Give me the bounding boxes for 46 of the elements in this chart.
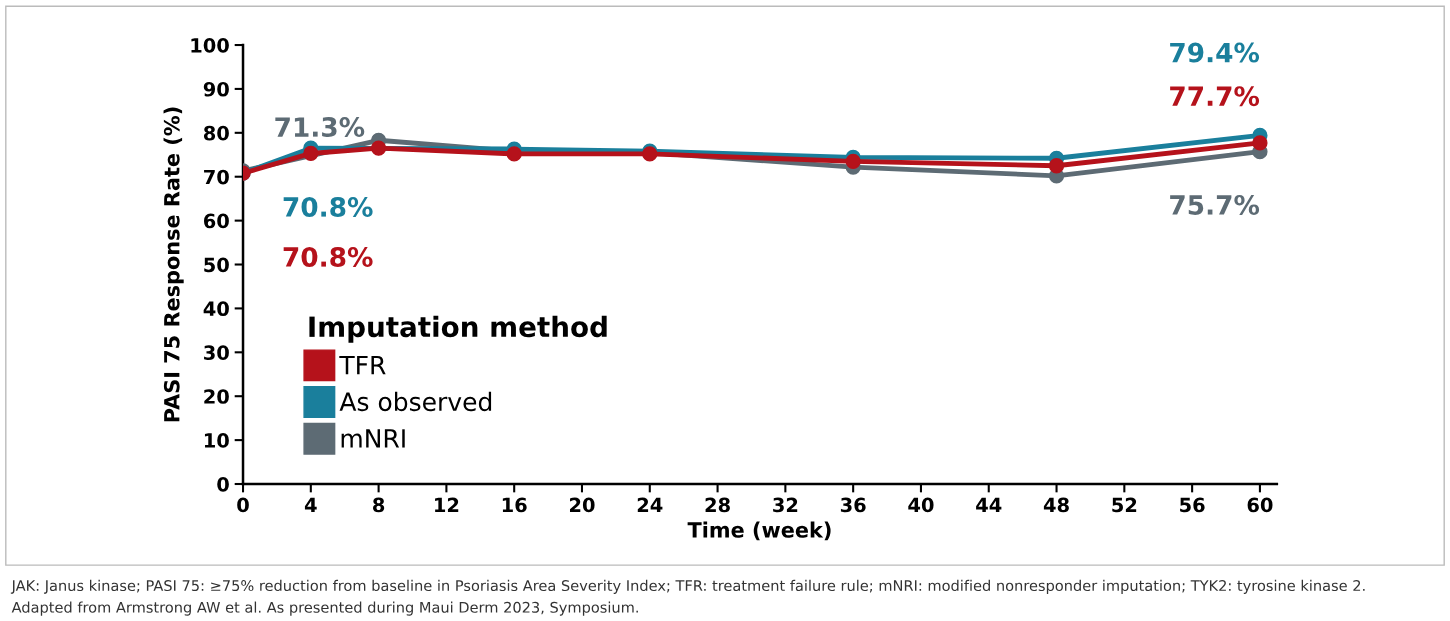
y-tick-label: 70	[204, 169, 229, 185]
x-tick-label: 60	[1247, 497, 1273, 513]
x-tick-label: 28	[705, 497, 730, 513]
y-tick-label: 60	[203, 213, 229, 229]
y-tick-label: 50	[204, 257, 229, 273]
legend-label: As observed	[339, 391, 492, 412]
x-tick-label: 16	[502, 497, 527, 513]
y-tick-label: 0	[217, 476, 229, 492]
data-label: 71.3%	[275, 117, 365, 137]
x-tick-label: 32	[773, 497, 798, 513]
data-label: 75.7%	[1170, 194, 1260, 215]
data-label: 70.8%	[283, 247, 373, 267]
legend-label: mNRI	[341, 429, 405, 448]
x-tick-label: 12	[435, 497, 459, 512]
data-label: 70.8%	[283, 197, 373, 217]
y-tick-label: 40	[203, 301, 229, 317]
y-tick-label: 20	[204, 389, 229, 404]
y-tick-label: 90	[203, 81, 229, 97]
x-tick-label: 56	[1180, 497, 1205, 513]
x-tick-label: 0	[237, 497, 249, 513]
x-tick-label: 52	[1112, 497, 1137, 513]
legend-title: Imputation method	[309, 315, 607, 343]
x-axis-title: Time (week)	[687, 521, 831, 541]
text: Adapted from Armstrong AW et al. As presented during Maui Derm 2023, Symposium.	[11, 601, 638, 616]
y-axis-title: PASI 75 Response Rate (%)	[163, 107, 184, 422]
text: JAK: Janus kinase; PASI 75: ≥75% reduction from baseline in Psoriasis Area Severity Index; TFR: treatment failure rule; mNRI: modified nonresponder imputation; TYK2: tyrosine kinase 2.	[10, 579, 1365, 594]
data-label: 77.7%	[1170, 86, 1260, 107]
data-label: 79.4%	[1170, 42, 1260, 63]
x-tick-label: 44	[976, 497, 1002, 512]
x-tick-label: 40	[908, 497, 934, 513]
y-tick-label: 10	[204, 433, 229, 448]
point	[1048, 158, 1065, 174]
point	[845, 153, 861, 169]
x-tick-label: 24	[637, 497, 663, 512]
x-tick-label: 48	[1043, 497, 1069, 513]
point	[1252, 135, 1268, 151]
y-tick-label: 100	[191, 37, 229, 53]
legend-label: TFR	[339, 355, 386, 375]
y-tick-label: 80	[203, 125, 229, 141]
point	[370, 140, 387, 156]
y-tick-label: 30	[204, 345, 229, 360]
x-tick-label: 20	[570, 497, 595, 513]
x-tick-label: 4	[304, 497, 317, 512]
x-tick-label: 8	[373, 497, 385, 513]
point	[303, 145, 319, 162]
x-tick-label: 36	[840, 497, 866, 513]
